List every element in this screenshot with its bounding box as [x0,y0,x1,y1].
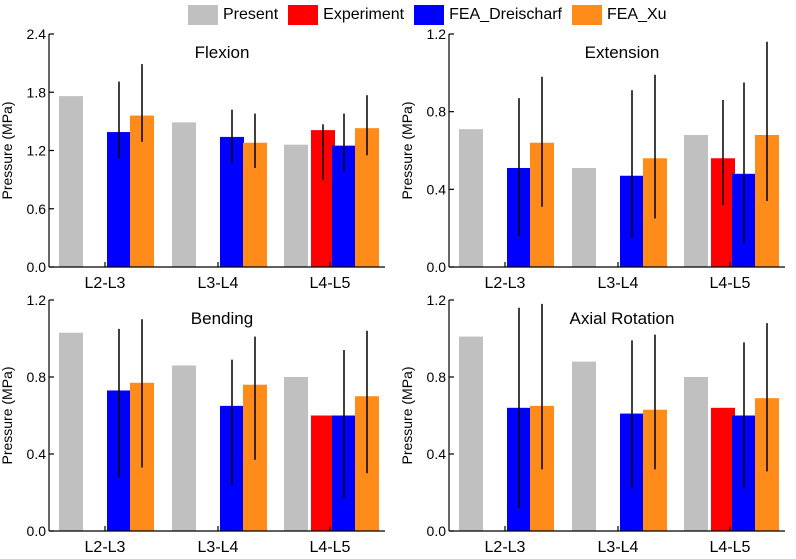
legend-label-experiment: Experiment [323,6,405,23]
y-tick-label-extension-1: 0.4 [427,181,447,197]
x-tick-label-extension-l4-l5: L4-L5 [710,275,751,292]
y-tick-label-bending-1: 0.4 [27,446,47,462]
x-tick-label-flexion-l4-l5: L4-L5 [310,275,351,292]
legend-item-present: Present [188,5,278,25]
y-tick-label-bending-2: 0.8 [27,369,47,385]
bar-flexion-l2-l3-present [59,96,83,267]
bar-axial-rotation-l3-l4-present [572,361,596,531]
bar-axial-rotation-l2-l3-present [459,336,483,531]
bar-bending-l4-l5-present [284,377,308,531]
bar-extension-l3-l4-present [572,167,596,267]
x-tick-label-flexion-l3-l4: L3-L4 [198,275,239,292]
x-tick-label-axial-rotation-l4-l5: L4-L5 [710,539,751,556]
y-tick-label-flexion-0: 0.0 [27,259,47,275]
y-tick-label-axial-rotation-2: 0.8 [427,369,447,385]
bar-bending-l2-l3-present [59,332,83,531]
x-tick-label-bending-l2-l3: L2-L3 [85,539,126,556]
y-tick-label-axial-rotation-3: 1.2 [427,292,447,308]
legend-label-present: Present [223,6,279,23]
y-tick-label-axial-rotation-1: 0.4 [427,446,447,462]
y-axis-label-axial-rotation: Pressure (MPa) [399,366,415,464]
y-axis-label-flexion: Pressure (MPa) [0,101,15,199]
legend-swatch-fea-xu [571,5,602,25]
chart-title-bending: Bending [191,309,253,328]
x-tick-label-axial-rotation-l2-l3: L2-L3 [485,539,526,556]
x-tick-label-bending-l3-l4: L3-L4 [198,539,239,556]
panel-flexion: 0.0 0.6 1.2 1.8 2.4 L2-L3 L3-L4 L4-L5 Flexion Pre… [0,26,385,292]
chart-title-extension: Extension [585,43,660,62]
legend-label-fea-dreischarf: FEA_Dreischarf [449,6,562,23]
legend-swatch-fea-dreischarf [414,5,445,25]
bar-extension-l2-l3-present [459,129,483,267]
y-axis-label-extension: Pressure (MPa) [399,101,415,199]
panel-bending: 0.0 0.4 0.8 1.2 L2-L3 L3-L4 L4-L5 Bending Pressu… [0,292,385,556]
bar-extension-l4-l5-present [684,134,708,267]
y-tick-label-axial-rotation-0: 0.0 [427,523,447,539]
x-tick-label-axial-rotation-l3-l4: L3-L4 [598,539,639,556]
chart-title-axial-rotation: Axial Rotation [570,309,675,328]
y-tick-label-flexion-1: 0.6 [27,201,47,217]
y-tick-label-flexion-2: 1.2 [27,143,47,159]
panel-extension: 0.0 0.4 0.8 1.2 L2-L3 L3-L4 L4-L5 Extension Pres… [399,26,785,292]
y-tick-label-bending-0: 0.0 [27,523,47,539]
bar-bending-l4-l5-experiment [311,415,335,531]
y-tick-label-extension-3: 1.2 [427,26,447,42]
legend-item-fea-dreischarf: FEA_Dreischarf [414,5,562,25]
y-tick-label-extension-2: 0.8 [427,104,447,120]
x-tick-label-flexion-l2-l3: L2-L3 [85,275,126,292]
y-axis-label-bending: Pressure (MPa) [0,366,15,464]
x-tick-label-extension-l2-l3: L2-L3 [485,275,526,292]
legend: Present Experiment FEA_Dreischarf FEA_Xu [188,4,677,26]
y-tick-label-flexion-4: 2.4 [27,26,47,42]
chart-title-flexion: Flexion [195,43,250,62]
bar-axial-rotation-l4-l5-present [684,377,708,531]
y-tick-label-flexion-3: 1.8 [27,84,47,100]
panel-axial-rotation: 0.0 0.4 0.8 1.2 L2-L3 L3-L4 L4-L5 Axial Rotatio… [399,292,785,556]
bar-flexion-l4-l5-present [284,144,308,267]
bar-flexion-l3-l4-present [172,122,196,268]
legend-swatch-present [188,5,218,25]
bar-bending-l3-l4-present [172,365,196,531]
x-tick-label-extension-l3-l4: L3-L4 [598,275,639,292]
y-tick-label-extension-0: 0.0 [427,259,447,275]
bar-axial-rotation-l4-l5-experiment [711,407,735,531]
legend-swatch-experiment [288,5,319,25]
legend-item-fea-xu: FEA_Xu [571,5,667,25]
legend-item-experiment: Experiment [288,5,404,25]
y-tick-label-bending-3: 1.2 [27,292,47,308]
x-tick-label-bending-l4-l5: L4-L5 [310,539,351,556]
legend-label-fea-xu: FEA_Xu [606,6,667,23]
